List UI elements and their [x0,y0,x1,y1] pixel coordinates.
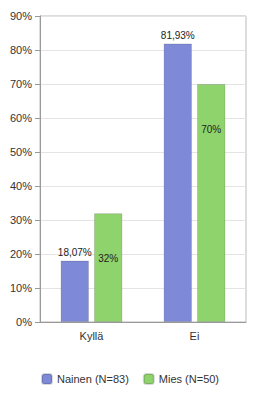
svg-text:Mies (N=50): Mies (N=50) [159,373,219,385]
svg-text:20%: 20% [10,248,32,260]
svg-text:0%: 0% [16,316,32,328]
svg-text:80%: 80% [10,44,32,56]
svg-text:32%: 32% [98,253,118,264]
svg-text:50%: 50% [10,146,32,158]
svg-text:10%: 10% [10,282,32,294]
svg-text:60%: 60% [10,112,32,124]
svg-text:90%: 90% [10,10,32,22]
svg-text:81,93%: 81,93% [161,30,195,41]
svg-text:30%: 30% [10,214,32,226]
svg-text:Ei: Ei [190,330,200,342]
svg-text:70%: 70% [201,124,221,135]
svg-text:18,07%: 18,07% [58,247,92,258]
svg-text:Kyllä: Kyllä [80,330,105,342]
svg-text:Nainen (N=83): Nainen (N=83) [57,373,129,385]
svg-text:40%: 40% [10,180,32,192]
svg-text:70%: 70% [10,78,32,90]
